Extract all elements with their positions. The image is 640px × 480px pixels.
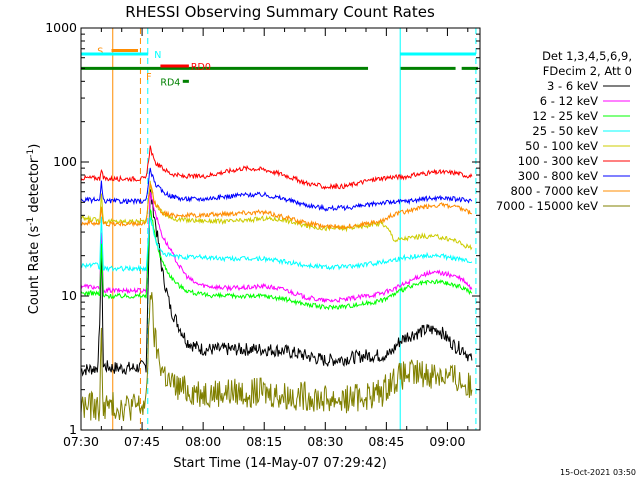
y-axis-label-sup1: -1 [26, 217, 36, 226]
legend: Det 1,3,4,5,6,9, FDecim 2, Att 0 3 - 6 k… [496, 49, 632, 213]
x-tick-label-1: 07:45 [124, 434, 160, 449]
flag-label-0: S [97, 46, 103, 57]
y-axis-label-part3: ) [27, 144, 42, 149]
y-tick-label-2: 100 [53, 154, 77, 169]
plot-frame [80, 27, 481, 431]
flag-label-3: RD0 [191, 62, 211, 73]
legend-label-7: 800 - 7000 keV [510, 184, 598, 198]
series-line-3 [80, 216, 473, 273]
legend-label-1: 6 - 12 keV [540, 94, 598, 108]
legend-label-8: 7000 - 15000 keV [496, 199, 598, 213]
legend-label-6: 300 - 800 keV [518, 169, 598, 183]
y-axis-label: Count Rate (s-1 detector-1) [26, 144, 42, 315]
x-axis-label: Start Time (14-May-07 07:29:42) [173, 456, 387, 471]
series-line-8 [80, 292, 473, 422]
legend-header-line2: FDecim 2, Att 0 [543, 64, 632, 78]
x-axis: 07:30 07:45 08:00 08:15 08:30 08:45 09:00 [63, 28, 469, 449]
series-line-1 [80, 191, 473, 304]
y-axis-label-sup2: -1 [26, 149, 36, 158]
y-axis-label-part2: detector [27, 157, 42, 217]
flag-label-4: RD4 [160, 77, 180, 88]
legend-label-2: 12 - 25 keV [532, 109, 598, 123]
x-tick-label-3: 08:15 [246, 434, 282, 449]
x-tick-label-2: 08:00 [185, 434, 221, 449]
y-axis-label-part1: Count Rate (s [27, 226, 42, 315]
y-tick-label-3: 1000 [45, 20, 77, 35]
series-line-2 [80, 209, 473, 311]
series-line-7 [80, 183, 473, 231]
x-tick-label-0: 07:30 [63, 434, 99, 449]
legend-label-5: 100 - 300 keV [518, 154, 598, 168]
series-line-6 [80, 167, 473, 212]
chart-title: RHESSI Observing Summary Count Rates [125, 3, 435, 21]
x-tick-label-4: 08:30 [307, 434, 343, 449]
footer-timestamp: 15-Oct-2021 03:50 [560, 468, 636, 477]
series-line-4 [80, 180, 473, 251]
x-tick-label-6: 09:00 [429, 434, 465, 449]
flag-label-1: F [146, 72, 151, 83]
plot-area: S FN RD0 RD4 [80, 28, 478, 430]
y-axis: 1 10 100 1000 [45, 20, 480, 437]
series-line-0 [80, 189, 473, 377]
x-tick-label-5: 08:45 [368, 434, 404, 449]
y-tick-label-0: 1 [69, 422, 77, 437]
series-line-5 [80, 145, 473, 191]
legend-label-0: 3 - 6 keV [547, 79, 598, 93]
flag-label-2: N [154, 50, 161, 61]
legend-label-4: 50 - 100 keV [525, 139, 598, 153]
y-tick-label-1: 10 [61, 288, 77, 303]
legend-label-3: 25 - 50 keV [532, 124, 598, 138]
legend-header-line1: Det 1,3,4,5,6,9, [542, 49, 632, 63]
